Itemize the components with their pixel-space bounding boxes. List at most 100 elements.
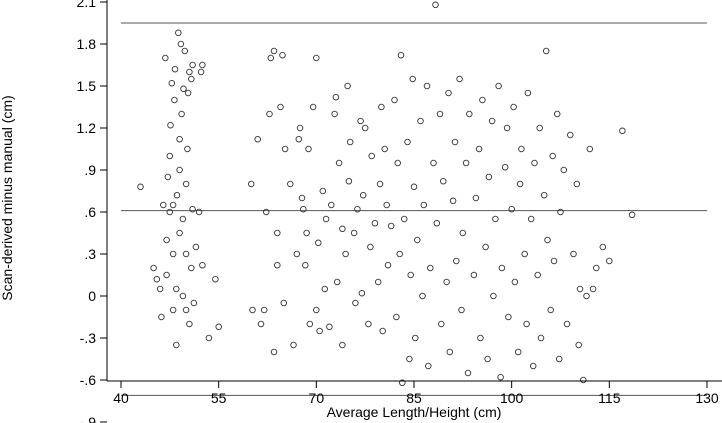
data-point xyxy=(179,215,187,223)
data-point xyxy=(359,191,367,199)
data-point xyxy=(550,257,558,265)
data-point xyxy=(361,124,369,132)
data-point xyxy=(274,229,281,237)
data-point xyxy=(302,261,309,269)
data-point xyxy=(190,299,198,307)
data-point xyxy=(570,250,577,258)
data-point xyxy=(505,313,512,321)
data-point xyxy=(179,292,187,300)
data-point xyxy=(267,54,275,62)
data-point xyxy=(456,75,463,83)
data-point xyxy=(150,264,157,272)
data-point xyxy=(492,215,499,223)
data-point xyxy=(326,323,333,331)
data-point xyxy=(156,285,164,293)
data-point xyxy=(521,250,528,258)
data-point xyxy=(176,135,183,143)
y-tick-label: -.3 xyxy=(80,330,97,346)
x-tick-label: 115 xyxy=(598,390,621,406)
data-point xyxy=(164,173,172,181)
y-tick-label: -.9 xyxy=(80,414,97,423)
y-tick-label: 1.5 xyxy=(77,78,97,94)
data-point xyxy=(407,271,414,279)
data-point xyxy=(466,110,473,118)
data-point xyxy=(393,313,400,321)
data-point xyxy=(315,239,322,247)
data-point xyxy=(313,54,320,62)
data-point xyxy=(425,362,432,370)
data-point xyxy=(195,208,203,216)
data-point xyxy=(350,229,358,237)
data-point xyxy=(192,243,200,251)
data-point xyxy=(575,341,582,349)
data-point xyxy=(510,103,517,111)
data-point xyxy=(537,334,545,342)
data-point xyxy=(160,201,167,209)
data-point xyxy=(399,379,406,387)
y-tick-label: .3 xyxy=(84,246,96,262)
data-point xyxy=(472,194,480,202)
data-point xyxy=(501,163,509,171)
data-point xyxy=(531,159,538,167)
data-point xyxy=(475,145,483,153)
data-point xyxy=(436,110,444,118)
data-point xyxy=(387,222,395,230)
x-axis-ticks: 40 55 70 85 100 115 130 xyxy=(113,381,719,406)
data-point xyxy=(346,138,354,146)
data-point xyxy=(516,180,524,188)
y-tick-label: .6 xyxy=(84,204,96,220)
x-tick-label: 130 xyxy=(695,390,719,406)
data-point xyxy=(555,355,563,363)
y-axis-ticks: 3.532.52.11.81.51.2.9.6.30-.3-.6-.9 xyxy=(77,0,107,423)
data-point xyxy=(188,264,195,272)
data-point xyxy=(328,201,335,209)
data-point xyxy=(378,103,385,111)
data-point xyxy=(199,261,206,269)
data-point xyxy=(186,320,193,328)
data-point xyxy=(167,121,174,129)
data-point xyxy=(339,341,346,349)
y-tick-label: 0 xyxy=(88,288,96,304)
data-point xyxy=(309,103,317,111)
data-point xyxy=(462,159,470,167)
data-point xyxy=(406,355,413,363)
data-point xyxy=(589,285,597,293)
data-point xyxy=(479,96,486,104)
data-point xyxy=(280,299,288,307)
data-point xyxy=(153,275,161,283)
data-point xyxy=(332,93,340,101)
data-point xyxy=(470,271,478,279)
data-point xyxy=(186,68,193,76)
data-point xyxy=(368,152,375,160)
data-point xyxy=(394,159,401,167)
data-point xyxy=(628,211,636,219)
data-point xyxy=(300,205,307,213)
data-point xyxy=(162,54,169,62)
data-point xyxy=(344,82,351,90)
data-point xyxy=(293,250,301,258)
data-point xyxy=(464,369,472,377)
data-point xyxy=(497,373,504,381)
data-point xyxy=(184,89,192,97)
data-point xyxy=(396,250,403,258)
data-point xyxy=(409,75,416,83)
data-point xyxy=(354,205,361,213)
data-point xyxy=(511,278,519,286)
data-point xyxy=(166,152,174,160)
data-point xyxy=(279,51,286,59)
data-point xyxy=(169,201,177,209)
data-point xyxy=(440,177,447,185)
data-point xyxy=(379,327,386,335)
data-point xyxy=(445,89,452,97)
data-point xyxy=(542,47,550,55)
data-point xyxy=(438,320,445,328)
data-point xyxy=(270,47,278,55)
data-point xyxy=(427,264,434,272)
data-point xyxy=(169,306,177,314)
data-point xyxy=(458,306,465,314)
data-point xyxy=(199,61,206,69)
data-point xyxy=(254,135,261,143)
data-point xyxy=(319,187,327,195)
data-point xyxy=(333,278,341,286)
data-point xyxy=(453,257,460,265)
